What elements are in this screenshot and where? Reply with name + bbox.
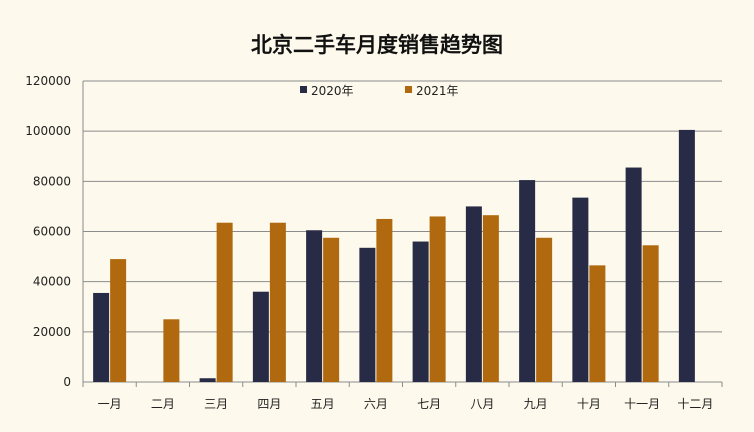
bar-2021年-九月 [536,237,553,382]
bar-2020年-八月 [465,206,482,382]
bar-2021年-十月 [589,265,606,382]
x-category-label: 二月 [151,397,175,411]
bar-2021年-八月 [482,215,499,382]
y-tick-label: 100000 [25,124,71,138]
y-tick-label: 40000 [33,275,71,289]
bar-2020年-五月 [306,230,323,382]
bars [93,129,695,382]
bar-2021年-四月 [269,222,286,382]
bar-2020年-九月 [519,180,536,382]
bar-2021年-一月 [110,259,127,382]
bar-2020年-六月 [359,247,376,382]
x-category-label: 六月 [364,397,388,411]
legend-swatch [405,86,412,93]
y-axis-ticks: 0 20000 40000 60000 80000 100000 120000 [25,74,71,389]
legend-label: 2021年 [416,84,459,98]
bar-2021年-十一月 [642,245,659,382]
bar-2020年-十一月 [625,167,642,382]
legend: 2020年 2021年 [300,84,459,98]
bar-2020年-三月 [199,378,216,382]
y-tick-label: 80000 [33,174,71,188]
y-tick-label: 60000 [33,225,71,239]
bar-2020年-十月 [572,197,589,382]
x-category-label: 八月 [470,397,494,411]
x-category-label: 五月 [311,397,335,411]
bar-2021年-五月 [323,237,340,382]
legend-label: 2020年 [311,84,354,98]
bar-2021年-二月 [163,319,180,382]
gridlines [82,80,723,387]
x-category-label: 九月 [524,397,548,411]
y-tick-label: 120000 [25,74,71,88]
x-category-label: 四月 [257,397,281,411]
y-tick-label: 0 [63,375,71,389]
bar-2020年-四月 [252,291,269,382]
y-tick-label: 20000 [33,325,71,339]
chart-title: 北京二手车月度销售趋势图 [251,33,503,57]
bar-2021年-七月 [429,216,446,382]
x-category-label: 七月 [417,397,441,411]
x-category-label: 十月 [577,397,601,411]
x-category-label: 一月 [98,397,122,411]
x-category-label: 十二月 [677,397,713,411]
bar-2020年-一月 [93,292,110,382]
bar-2021年-三月 [216,222,233,382]
bar-2020年-七月 [412,241,429,382]
x-category-label: 三月 [204,397,228,411]
bar-2020年-十二月 [678,129,695,382]
x-category-label: 十一月 [624,397,660,411]
bar-2021年-六月 [376,218,393,382]
x-axis-categories: 一月 二月 三月 四月 五月 六月 七月 八月 九月 十月 十一月 十二月 [98,397,714,411]
legend-swatch [300,86,307,93]
